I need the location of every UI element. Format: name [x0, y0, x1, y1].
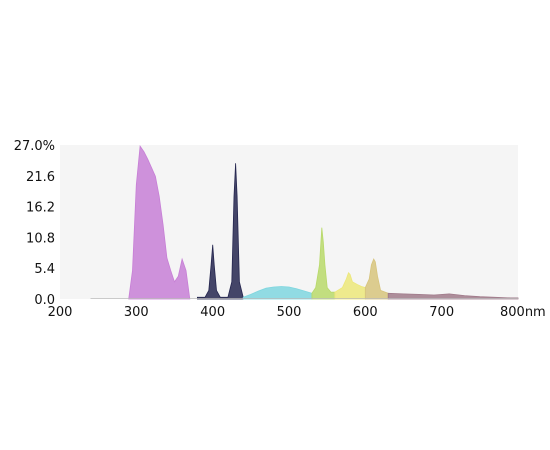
y-tick-label: 5.4 — [34, 262, 55, 277]
x-tick-label: 700 — [429, 305, 454, 320]
spectrum-band-7 — [387, 292, 519, 300]
y-tick-label: 16.2 — [26, 201, 55, 216]
spectrum-band-2 — [197, 163, 244, 300]
y-tick-label: 10.8 — [26, 231, 55, 246]
y-tick-label: 21.6 — [26, 170, 55, 185]
spectrum-band-1 — [128, 144, 191, 300]
x-tick-label: 200 — [48, 305, 73, 320]
x-tick-label: 600 — [353, 305, 378, 320]
y-tick-label: 27.0% — [14, 139, 55, 154]
y-tick-labels: 27.0% 21.6 16.2 10.8 5.4 0.0 — [14, 139, 55, 308]
x-tick-label: 400 — [200, 305, 225, 320]
x-tick-label: 500 — [277, 305, 302, 320]
x-tick-label: 300 — [124, 305, 149, 320]
x-tick-label: 800nm — [500, 305, 546, 320]
y-tick-label: 0.0 — [34, 293, 55, 308]
series-layer — [128, 144, 519, 300]
plot-background — [60, 145, 518, 299]
x-tick-labels: 200 300 400 500 600 700 800nm — [48, 305, 546, 320]
